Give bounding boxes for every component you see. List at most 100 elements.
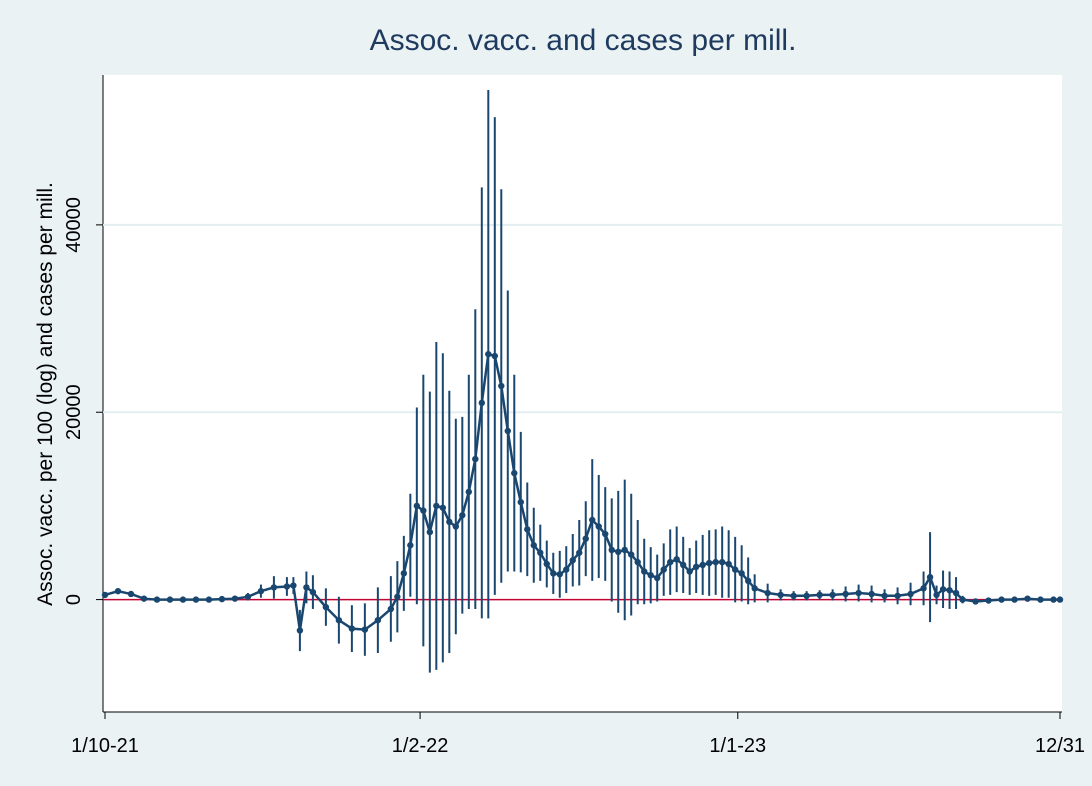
data-point <box>140 595 148 602</box>
data-point <box>855 589 862 597</box>
data-point <box>439 504 447 511</box>
data-point <box>101 591 109 599</box>
data-point <box>394 593 401 600</box>
data-point <box>114 587 122 595</box>
data-point <box>296 627 304 634</box>
y-axis-label: Assoc. vacc. per 100 (log) and cases per… <box>34 182 57 606</box>
data-point <box>433 502 440 510</box>
data-point <box>926 573 934 581</box>
data-point <box>673 556 680 563</box>
data-point <box>387 605 395 613</box>
data-point <box>485 350 492 358</box>
data-point <box>634 558 641 566</box>
data-point <box>530 542 537 549</box>
data-point <box>459 512 466 519</box>
data-point <box>491 352 498 360</box>
data-point <box>1037 596 1044 603</box>
x-tick-label: 1/1-23 <box>709 735 766 757</box>
data-point <box>361 626 369 633</box>
data-point <box>1050 596 1057 603</box>
data-point <box>595 523 602 530</box>
y-tick-label: 20000 <box>63 384 85 440</box>
data-point <box>335 616 343 624</box>
y-tick-label: 0 <box>63 594 85 605</box>
x-tick-label: 1/10-21 <box>71 735 139 757</box>
data-point <box>283 583 291 590</box>
data-point <box>543 560 550 568</box>
data-point <box>660 566 667 573</box>
data-point <box>166 596 174 603</box>
data-point <box>718 558 726 566</box>
data-point <box>829 591 836 599</box>
data-point <box>257 587 265 595</box>
data-point <box>303 584 310 591</box>
data-point <box>205 596 213 603</box>
data-point <box>647 572 654 579</box>
data-point <box>946 587 953 594</box>
data-point <box>504 427 511 435</box>
data-point <box>744 577 752 585</box>
data-point <box>816 591 823 599</box>
data-point <box>556 571 563 578</box>
data-point <box>933 591 940 599</box>
data-point <box>1024 595 1031 602</box>
data-point <box>517 498 524 506</box>
data-point <box>712 558 719 566</box>
data-point <box>589 516 596 524</box>
data-point <box>524 526 531 533</box>
data-point <box>641 568 648 575</box>
data-point <box>472 455 479 463</box>
data-point <box>374 616 382 624</box>
data-point <box>550 570 557 577</box>
data-point <box>654 574 661 582</box>
data-point <box>192 596 200 603</box>
data-point <box>537 549 544 556</box>
data-point <box>686 568 693 575</box>
data-point <box>478 399 486 407</box>
data-point <box>407 542 414 549</box>
data-point <box>153 596 161 603</box>
data-point <box>426 528 434 536</box>
data-point <box>576 549 583 556</box>
data-point <box>972 598 979 605</box>
chart-title: Assoc. vacc. and cases per mill. <box>370 24 797 57</box>
data-point <box>270 584 278 591</box>
data-point <box>348 625 356 632</box>
data-point <box>563 566 570 573</box>
data-point <box>725 560 732 568</box>
data-point <box>751 585 758 592</box>
data-point <box>621 546 628 554</box>
plot-area <box>103 75 1062 712</box>
data-point <box>608 546 615 554</box>
data-point <box>692 563 700 571</box>
data-point <box>218 595 226 603</box>
data-point <box>413 502 421 510</box>
data-point <box>907 590 914 598</box>
data-point <box>452 523 460 530</box>
data-point <box>179 596 187 603</box>
x-tick-label: 12/31 <box>1035 735 1085 757</box>
data-point <box>1011 596 1018 603</box>
data-point <box>881 592 888 600</box>
data-point <box>322 603 330 611</box>
y-tick-label: 40000 <box>63 197 85 253</box>
data-point <box>231 595 239 602</box>
data-point <box>764 589 771 597</box>
data-point <box>705 559 713 567</box>
data-point <box>569 557 576 564</box>
data-point <box>127 590 135 598</box>
data-point <box>790 592 797 600</box>
data-point <box>602 530 609 538</box>
data-point <box>511 469 518 477</box>
data-point <box>498 382 505 390</box>
data-point <box>894 592 901 600</box>
data-point <box>920 585 927 592</box>
data-point <box>699 561 706 569</box>
data-point <box>420 507 427 514</box>
data-point <box>985 597 992 604</box>
data-point <box>998 596 1005 603</box>
data-point <box>615 548 622 556</box>
data-point <box>959 596 966 603</box>
data-point <box>868 590 875 598</box>
